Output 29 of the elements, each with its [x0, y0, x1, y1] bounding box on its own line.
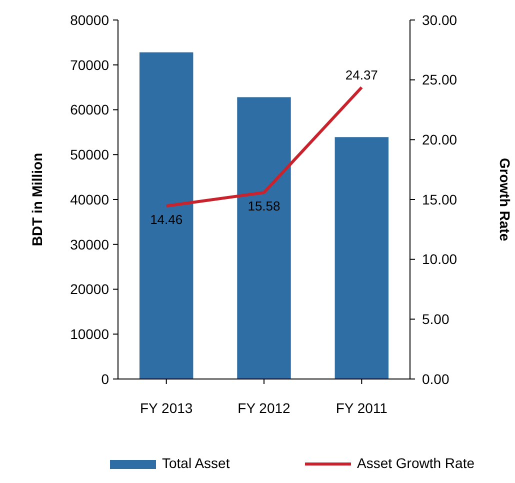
- y-tick-label: 20000: [70, 281, 110, 298]
- y-axis-title: BDT in Million: [29, 152, 45, 246]
- y2-tick-label: 20.00: [422, 132, 458, 148]
- legend-label: Total Asset: [162, 455, 230, 471]
- y-tick-label: 60000: [70, 102, 110, 118]
- legend-label: Asset Growth Rate: [357, 455, 475, 471]
- bar: [139, 52, 194, 379]
- x-tick-label: FY 2011: [336, 400, 388, 416]
- data-label: 24.37: [345, 67, 378, 82]
- y-tick-label: 80000: [70, 12, 110, 28]
- bar: [334, 137, 389, 379]
- y2-tick-label: 5.00: [422, 311, 450, 328]
- y-tick-label: 70000: [70, 56, 110, 73]
- y-tick-label: 30000: [70, 236, 110, 252]
- data-label: 14.46: [150, 212, 183, 227]
- data-label: 15.58: [248, 198, 280, 214]
- y2-tick-label: 30.00: [422, 12, 458, 28]
- x-tick-label: FY 2012: [238, 400, 291, 416]
- y2-axis-title: Growth Rate: [497, 158, 513, 242]
- y2-tick-label: 15.00: [422, 191, 458, 208]
- y2-tick-label: 0.00: [422, 370, 450, 387]
- bar: [237, 97, 291, 379]
- y-tick-label: 40000: [70, 191, 110, 208]
- y-tick-label: 50000: [70, 146, 110, 163]
- y-tick-label: 0: [101, 370, 110, 387]
- x-tick-label: FY 2013: [140, 400, 193, 416]
- y-tick-label: 10000: [70, 326, 110, 342]
- y2-tick-label: 10.00: [422, 251, 458, 268]
- y2-tick-label: 25.00: [422, 72, 458, 88]
